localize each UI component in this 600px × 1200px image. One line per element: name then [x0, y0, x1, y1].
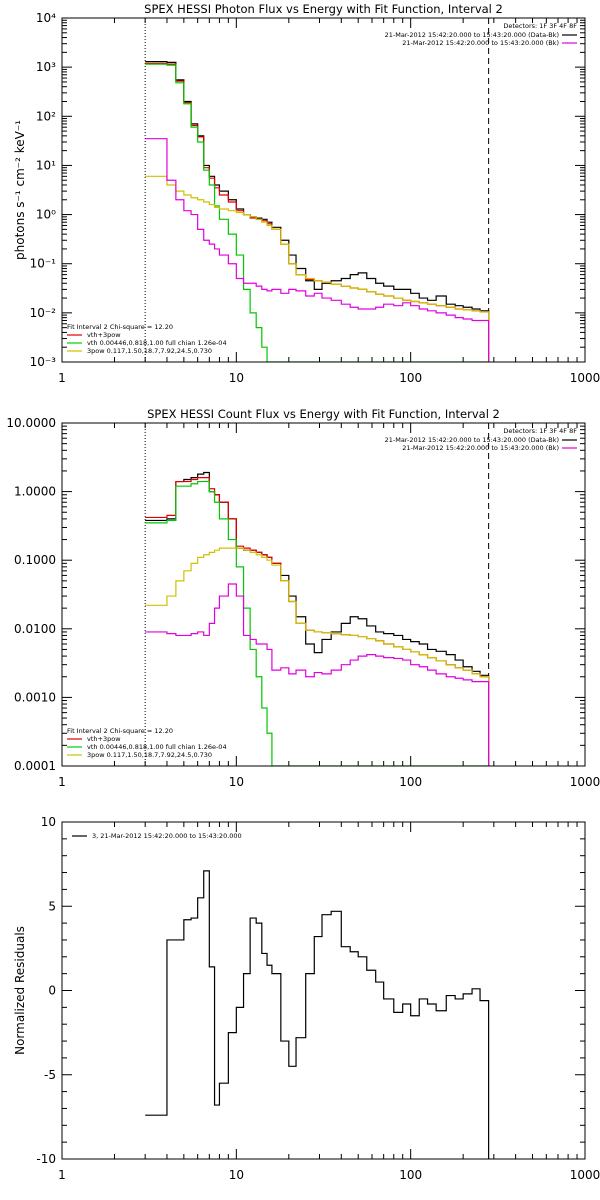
legend-entry-label: vth+3pow: [87, 735, 121, 743]
chart-panel-3: 1 10 100 1000 -10 -5 0 5 10 Normalized Residuals 3…: [13, 815, 600, 1182]
legend-header: Fit Interval 2 Chi-square = 12.20: [67, 323, 173, 331]
plot-frame: [61, 17, 586, 363]
legend-entry-label: vth 0.00446,0.818,1.00 full chian 1.26e-…: [87, 743, 227, 751]
x-tick-label: 1: [58, 1168, 66, 1182]
legend-entry-label: 21-Mar-2012 15:42:20.000 to 15:43:20.000…: [402, 444, 559, 452]
series-data-bk: [145, 60, 490, 362]
y-tick-label: 5: [48, 899, 56, 913]
x-tick-label: 1000: [570, 1168, 600, 1182]
legend-entry-label: 3, 21-Mar-2012 15:42:20.000 to 15:43:20.…: [92, 832, 242, 840]
legend-header: Detectors: 1F 3F 4F 8F: [503, 22, 577, 30]
legend-entry-label: vth+3pow: [87, 331, 121, 339]
x-tick-label: 100: [399, 1168, 422, 1182]
x-tick-label: 1: [58, 371, 66, 385]
series-bk: [145, 138, 490, 362]
y-tick-label: 0.0010: [14, 690, 56, 704]
x-tick-label: 1000: [570, 775, 600, 789]
x-tick-label: 100: [399, 775, 422, 789]
series-line-3: [145, 63, 489, 362]
y-tick-label: 10⁰: [36, 208, 56, 222]
y-tick-label: 10: [41, 815, 56, 829]
legend-entry-label: vth 0.00446,0.818,1.00 full chian 1.26e-…: [87, 339, 227, 347]
chart-panel-2: SPEX HESSI Count Flux vs Energy with Fit…: [6, 407, 600, 789]
y-tick-label: 1.0000: [14, 485, 56, 499]
y-axis-label: Normalized Residuals: [13, 926, 27, 1055]
series-bk: [145, 583, 490, 766]
y-tick-label: 10⁻³: [30, 355, 57, 369]
legend-entry-label: 21-Mar-2012 15:42:20.000 to 15:43:20.000…: [385, 436, 559, 444]
x-tick-label: 100: [399, 371, 422, 385]
series-3-21-mar-2012-15-42-20-000-to-15-43-20-000: [145, 870, 490, 1159]
legend-entry-label: 21-Mar-2012 15:42:20.000 to 15:43:20.000…: [385, 31, 559, 39]
chart-panel-1: SPEX HESSI Photon Flux vs Energy with Fi…: [13, 2, 600, 385]
series-line-4: [145, 547, 490, 766]
x-tick-label: 10: [229, 775, 244, 789]
y-tick-label: 10¹: [36, 158, 56, 172]
series-line-3: [145, 480, 489, 766]
y-tick-label: 0.0001: [14, 759, 56, 773]
legend-header: Fit Interval 2 Chi-square = 12.20: [67, 727, 173, 735]
chart-title: SPEX HESSI Photon Flux vs Energy with Fi…: [144, 2, 503, 16]
y-tick-label: -5: [44, 1068, 56, 1082]
x-tick-label: 10: [229, 1168, 244, 1182]
plot-frame: [61, 422, 586, 767]
legend-entry-label: 3pow 0.117,1.50,18.7,7.92,24.5,0.730: [87, 347, 212, 355]
y-tick-label: 10⁴: [36, 11, 56, 25]
y-tick-label: -10: [36, 1152, 56, 1166]
y-tick-label: 0.0100: [14, 622, 56, 636]
y-tick-label: 0: [48, 984, 56, 998]
y-tick-label: 10⁻¹: [30, 257, 57, 271]
y-tick-label: 10⁻²: [30, 306, 57, 320]
y-tick-label: 10²: [36, 109, 56, 123]
x-tick-label: 1: [58, 775, 66, 789]
y-tick-label: 0.1000: [14, 553, 56, 567]
x-tick-label: 1000: [570, 371, 600, 385]
legend-entry-label: 21-Mar-2012 15:42:20.000 to 15:43:20.000…: [402, 39, 559, 47]
series-data-bk: [145, 471, 490, 766]
y-tick-label: 10.0000: [6, 416, 56, 430]
legend-header: Detectors: 1F 3F 4F 8F: [503, 427, 577, 435]
series-line-4: [145, 175, 490, 362]
y-axis-label: photons s⁻¹ cm⁻² keV⁻¹: [13, 120, 27, 260]
y-tick-label: 10³: [36, 60, 56, 74]
legend-entry-label: 3pow 0.117,1.50,18.7,7.92,24.5,0.730: [87, 751, 212, 759]
chart-title: SPEX HESSI Count Flux vs Energy with Fit…: [147, 407, 500, 421]
x-tick-label: 10: [229, 371, 244, 385]
plot-frame: [61, 821, 586, 1160]
